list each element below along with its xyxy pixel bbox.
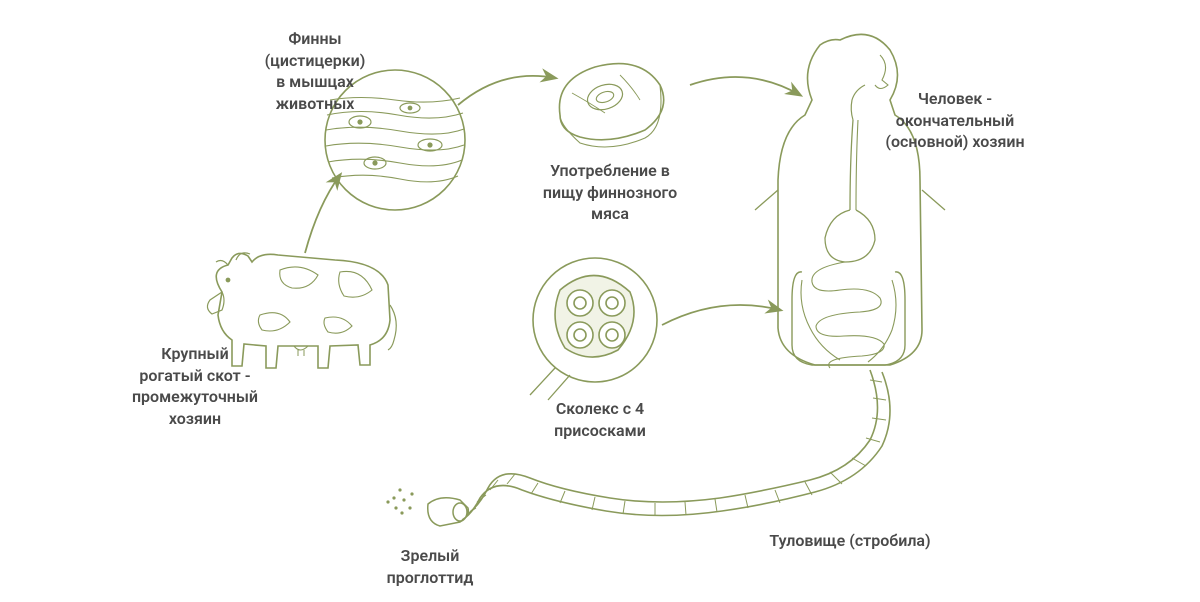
- arrow-scolex-to-gut: [662, 305, 780, 325]
- strobila-icon: [462, 370, 890, 520]
- meat-icon: [559, 64, 663, 147]
- arrow-muscle-to-meat: [458, 76, 555, 105]
- label-meat: Употребление впищу финнозногомяса: [500, 160, 720, 225]
- proglottid-icon: [386, 488, 468, 526]
- label-scolex: Сколекс с 4присосками: [500, 398, 700, 441]
- arrow-meat-to-human: [690, 77, 800, 95]
- label-cysticerci: Финны(цистицерки)в мышцахживотных: [215, 28, 415, 114]
- label-strobila: Туловище (стробила): [720, 530, 980, 552]
- human-icon: [755, 34, 945, 368]
- label-proglottid: Зрелыйпроглоттид: [340, 545, 520, 588]
- scolex-icon: [530, 258, 657, 400]
- arrow-cow-to-muscle: [305, 175, 340, 253]
- diagram-stage: Финны(цистицерки)в мышцахживотных Употре…: [0, 0, 1200, 602]
- label-human: Человек -окончательный(основной) хозяин: [855, 88, 1055, 153]
- label-cow: Крупныйрогатый скот -промежуточныйхозяин: [95, 343, 295, 429]
